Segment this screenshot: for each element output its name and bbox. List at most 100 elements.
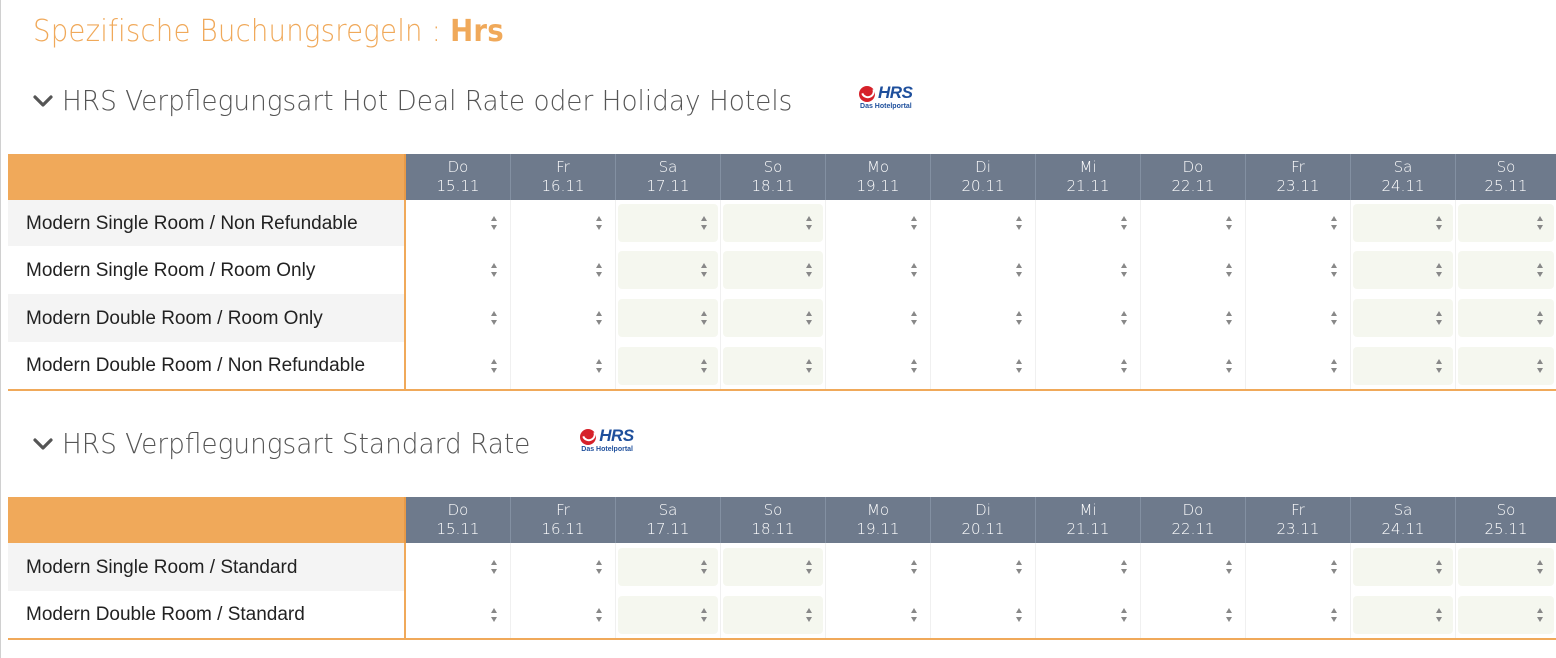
rule-select[interactable] [1143,299,1243,337]
rule-select[interactable] [1038,204,1138,242]
rule-select[interactable] [1248,251,1348,289]
rule-select[interactable] [723,346,823,385]
rule-select[interactable] [1353,251,1453,289]
rule-select[interactable] [1458,548,1554,586]
table-row: Modern Single Room / Non Refundable [8,200,1556,246]
rule-select[interactable] [513,251,613,289]
table-row: Modern Double Room / Non Refundable [8,342,1556,391]
rule-select[interactable] [1353,299,1453,337]
rule-select[interactable] [1248,346,1348,385]
rule-select[interactable] [408,548,508,586]
rule-select[interactable] [723,204,823,242]
section-header-0[interactable]: HRS Verpflegungsart Hot Deal Rate oder H… [32,83,923,117]
rule-select[interactable] [513,548,613,586]
rule-select[interactable] [1248,204,1348,242]
rule-select[interactable] [513,299,613,337]
day-name: Do [1182,501,1204,519]
rule-select[interactable] [1248,548,1348,586]
rule-select[interactable] [1248,595,1348,634]
rule-cell [1035,294,1141,342]
page-title-prefix: Spezifische Buchungsregeln : [33,14,451,49]
select-arrows-icon [911,607,918,622]
room-rate-label: Modern Double Room / Non Refundable [8,342,406,391]
rule-select[interactable] [1353,346,1453,385]
rule-select[interactable] [828,251,928,289]
section-header-1[interactable]: HRS Verpflegungsart Standard Rate HRS Da… [32,426,644,460]
rule-select[interactable] [933,251,1033,289]
select-arrows-icon [596,311,603,325]
rule-select[interactable] [618,346,718,385]
rule-select[interactable] [513,595,613,634]
rule-select[interactable] [1143,595,1243,634]
rule-cell [510,543,616,591]
rule-select[interactable] [618,299,718,337]
select-arrows-icon [1537,607,1544,622]
rule-select[interactable] [618,548,718,586]
day-header: Mo 19.11 [825,497,931,543]
rule-select[interactable] [723,299,823,337]
day-name: Sa [658,158,678,176]
rule-select[interactable] [723,595,823,634]
rule-select[interactable] [618,595,718,634]
rule-select[interactable] [513,346,613,385]
rule-select[interactable] [1038,346,1138,385]
select-arrows-icon [1016,607,1023,622]
select-arrows-icon [911,358,918,373]
rule-cell [1350,246,1456,294]
rule-select[interactable] [1038,548,1138,586]
rule-select[interactable] [1353,595,1453,634]
rule-select[interactable] [408,204,508,242]
rule-select[interactable] [1248,299,1348,337]
select-arrows-icon [1436,607,1443,622]
rule-select[interactable] [1143,251,1243,289]
rule-select[interactable] [1143,548,1243,586]
rule-select[interactable] [1458,299,1554,337]
rule-select[interactable] [1143,346,1243,385]
select-arrows-icon [491,358,498,373]
rule-select[interactable] [1458,346,1554,385]
rule-select[interactable] [1353,204,1453,242]
rule-select[interactable] [1038,251,1138,289]
rule-cell [1140,543,1246,591]
day-name: Fr [1291,158,1305,176]
rule-select[interactable] [933,299,1033,337]
rule-select[interactable] [1038,299,1138,337]
rule-select[interactable] [828,299,928,337]
day-header: So 25.11 [1455,154,1556,200]
rule-select[interactable] [1458,595,1554,634]
rule-select[interactable] [1458,204,1554,242]
rule-select[interactable] [933,346,1033,385]
rule-select[interactable] [408,251,508,289]
rule-cell [1035,591,1141,640]
rule-select[interactable] [408,299,508,337]
rule-select[interactable] [723,251,823,289]
chevron-down-icon[interactable] [32,90,54,112]
rule-cell [1455,342,1556,391]
select-arrows-icon [1331,358,1338,373]
select-arrows-icon [491,216,498,230]
rule-select[interactable] [723,548,823,586]
rule-select[interactable] [828,595,928,634]
rule-select[interactable] [513,204,613,242]
rule-select[interactable] [828,346,928,385]
table-header-row: Do 15.11 Fr 16.11 Sa 17.11 So 18.11 Mo 19.11 Di 20.… [8,154,1556,200]
rule-select[interactable] [1353,548,1453,586]
chevron-down-icon[interactable] [32,433,54,455]
rule-cell [825,342,931,391]
rule-select[interactable] [933,595,1033,634]
rule-select[interactable] [828,204,928,242]
rule-select[interactable] [618,204,718,242]
day-name: Di [975,158,991,176]
rule-select[interactable] [408,595,508,634]
rule-select[interactable] [828,548,928,586]
day-name: So [763,501,783,519]
rule-cell [930,342,1036,391]
rule-select[interactable] [618,251,718,289]
rule-select[interactable] [408,346,508,385]
rule-select[interactable] [1458,251,1554,289]
rule-select[interactable] [1038,595,1138,634]
select-arrows-icon [1226,216,1233,230]
rule-select[interactable] [933,548,1033,586]
rule-select[interactable] [933,204,1033,242]
rule-select[interactable] [1143,204,1243,242]
